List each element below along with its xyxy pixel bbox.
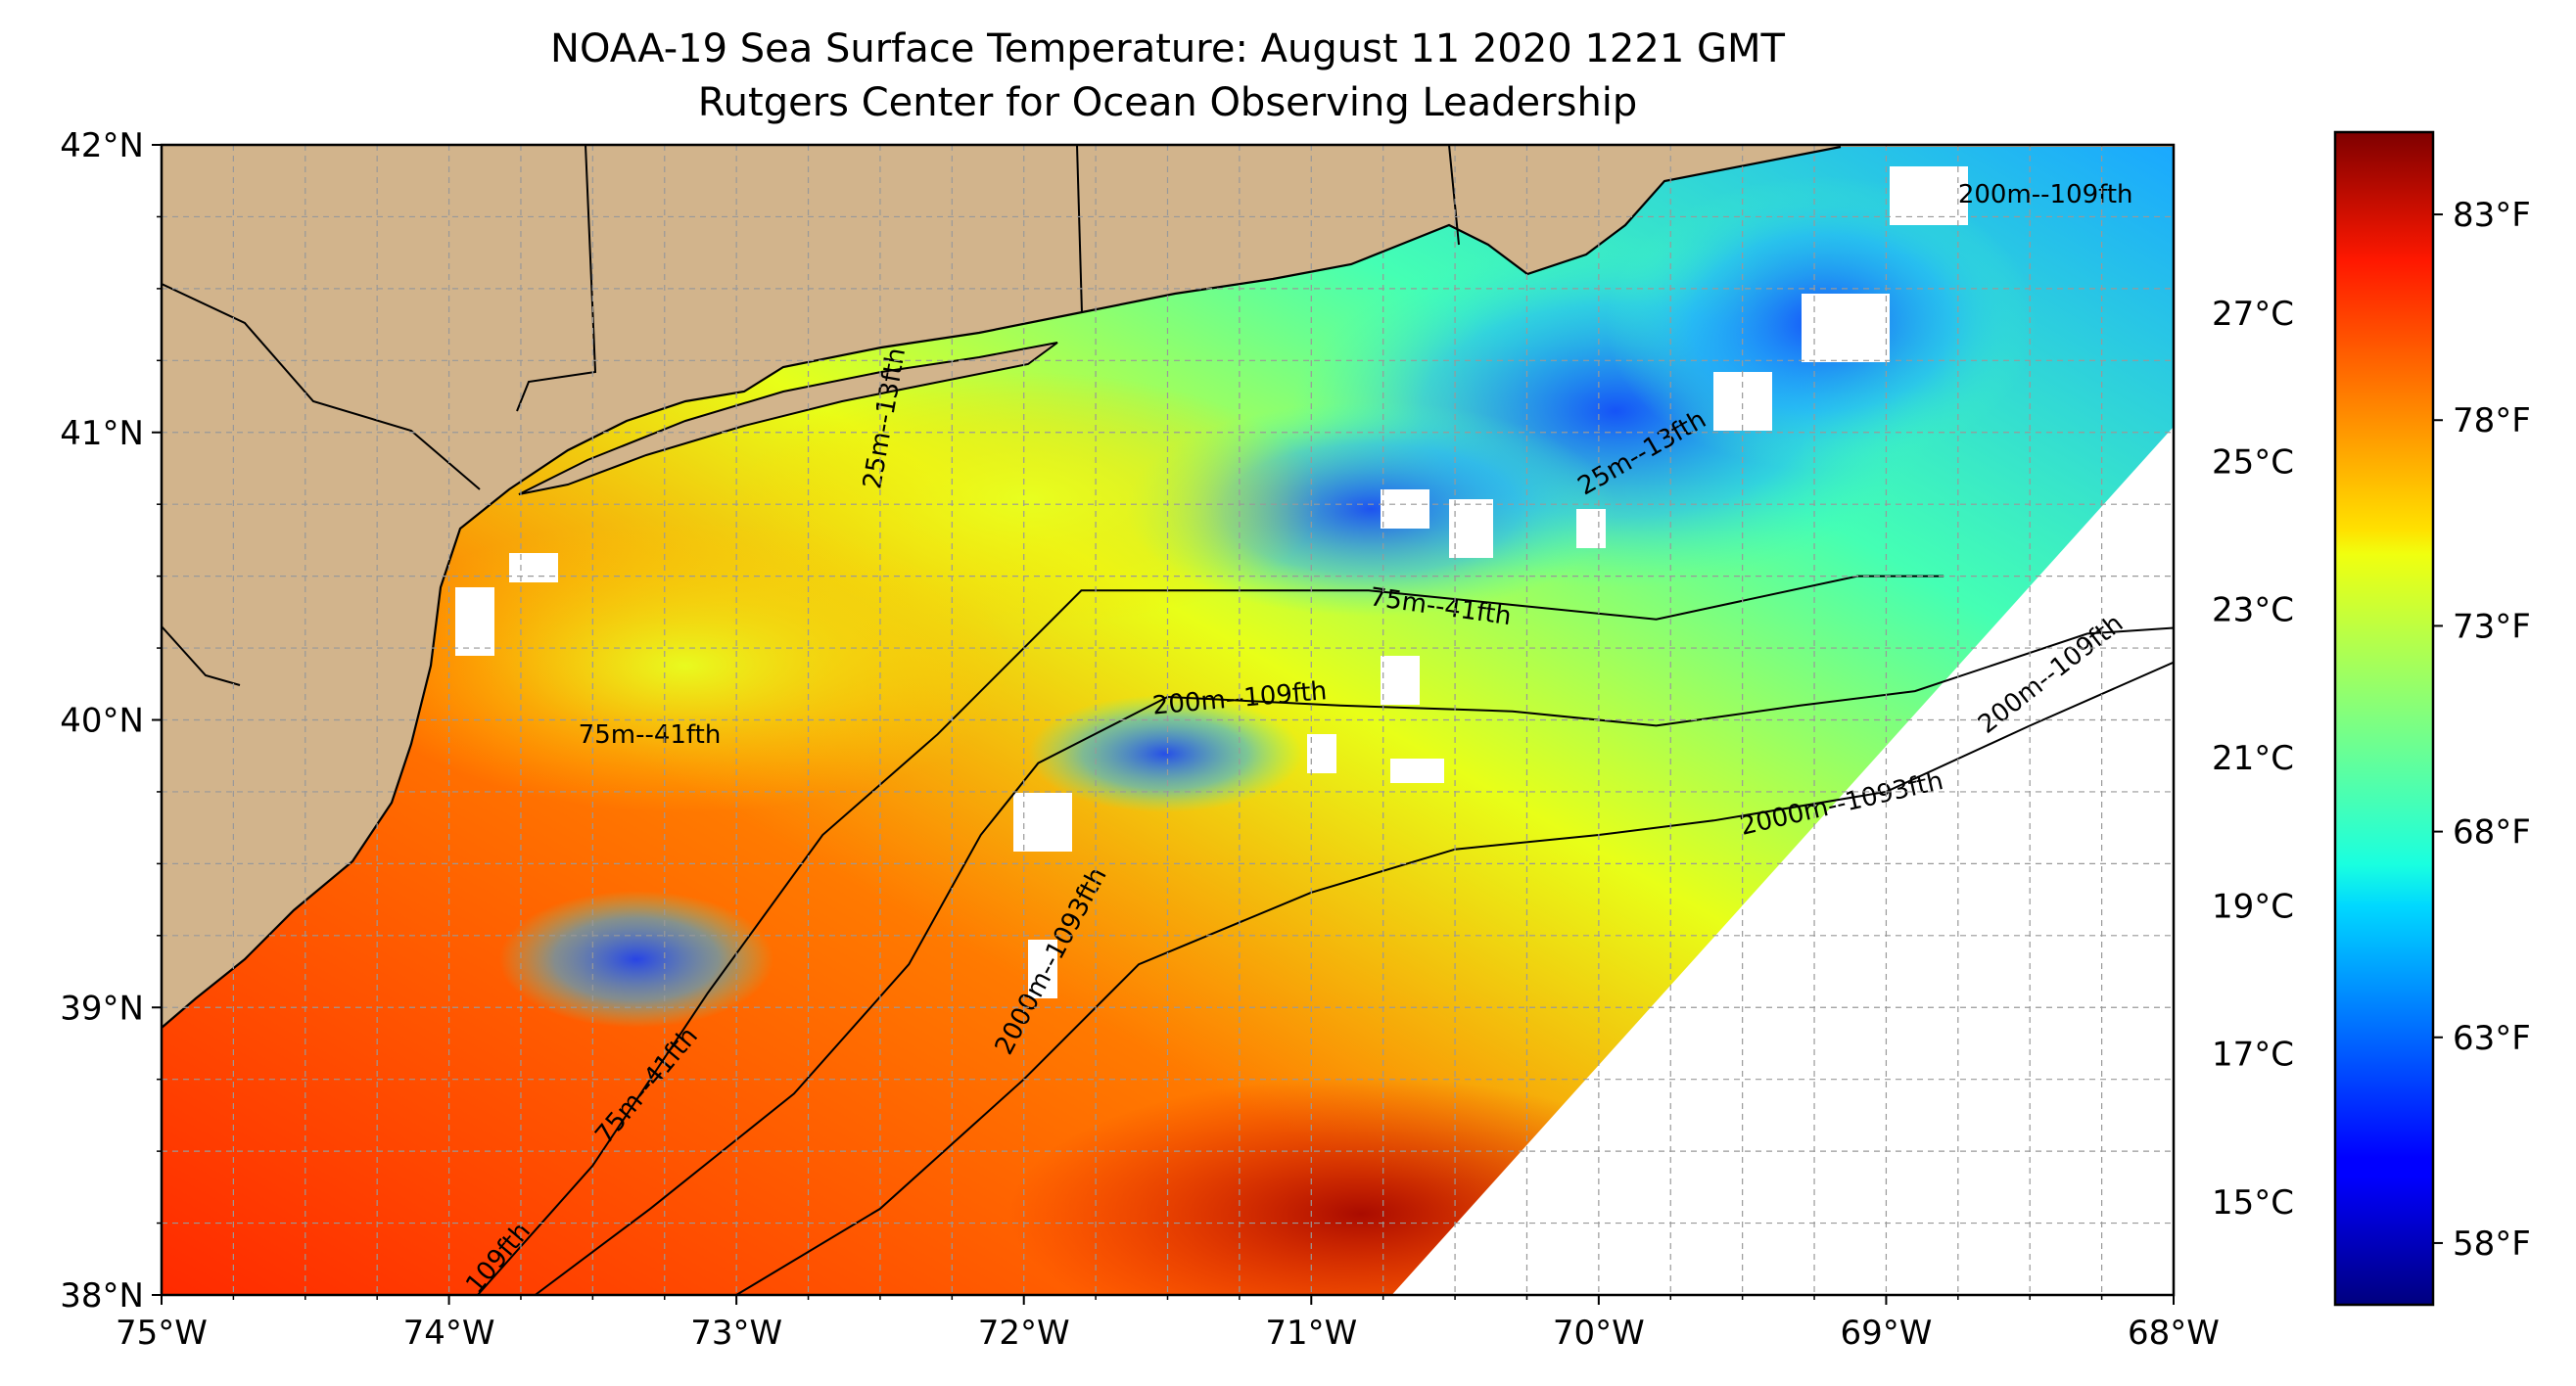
long-island xyxy=(518,342,1058,495)
colorbar-fahrenheit-axis: 58°F 63°F 68°F 73°F 78°F 83°F xyxy=(2433,196,2531,1264)
colorbar-f-label: 58°F xyxy=(2453,1224,2531,1264)
y-tick-label: 40°N xyxy=(60,702,144,741)
map-grid xyxy=(162,145,2174,1295)
x-tick-label: 74°W xyxy=(403,1314,495,1353)
colorbar-c-label: 27°C xyxy=(2212,295,2294,334)
colorbar-c-label: 17°C xyxy=(2212,1036,2294,1075)
colorbar-c-label: 25°C xyxy=(2212,442,2294,482)
y-axis: 38°N 39°N 40°N 41°N 42°N xyxy=(60,126,162,1316)
y-tick-label: 41°N xyxy=(60,414,144,453)
x-tick-label: 71°W xyxy=(1265,1314,1357,1353)
colorbar-f-label: 78°F xyxy=(2453,401,2531,440)
x-tick-label: 73°W xyxy=(690,1314,782,1353)
x-tick-label: 69°W xyxy=(1840,1314,1932,1353)
coastline xyxy=(162,145,1842,1029)
x-tick-label: 75°W xyxy=(116,1314,208,1353)
y-tick-label: 38°N xyxy=(60,1276,144,1316)
colorbar-celsius-axis: 15°C 17°C 19°C 21°C 23°C 25°C 27°C xyxy=(2212,295,2294,1223)
colorbar-f-label: 63°F xyxy=(2453,1019,2531,1058)
colorbar-c-label: 23°C xyxy=(2212,591,2294,630)
colorbar-f-label: 73°F xyxy=(2453,607,2531,646)
x-tick-label: 70°W xyxy=(1553,1314,1645,1353)
contour-label: 75m--41fth xyxy=(579,720,722,750)
contour-line xyxy=(477,575,1944,1295)
x-tick-label: 68°W xyxy=(2128,1314,2220,1353)
x-tick-label: 72°W xyxy=(978,1314,1070,1353)
colorbar-ramp xyxy=(2333,130,2435,1307)
contour-label: 200m--109fth xyxy=(1958,180,2133,209)
colorbar-c-label: 15°C xyxy=(2212,1183,2294,1223)
colorbar-c-label: 21°C xyxy=(2212,739,2294,778)
x-axis: 75°W 74°W 73°W 72°W 71°W 70°W 69°W 68°W xyxy=(116,1295,2220,1353)
colorbar-f-label: 83°F xyxy=(2453,196,2531,235)
contour-line xyxy=(535,626,2174,1295)
y-tick-label: 42°N xyxy=(60,126,144,165)
colorbar-c-label: 19°C xyxy=(2212,887,2294,926)
chart-title: NOAA-19 Sea Surface Temperature: August … xyxy=(550,26,1785,71)
y-tick-label: 39°N xyxy=(60,989,144,1028)
colorbar-f-label: 68°F xyxy=(2453,813,2531,853)
colorbar: 58°F 63°F 68°F 73°F 78°F 83°F 15°C 17°C 19°C 21°… xyxy=(2212,130,2531,1307)
chart-subtitle: Rutgers Center for Ocean Observing Leade… xyxy=(697,80,1638,125)
